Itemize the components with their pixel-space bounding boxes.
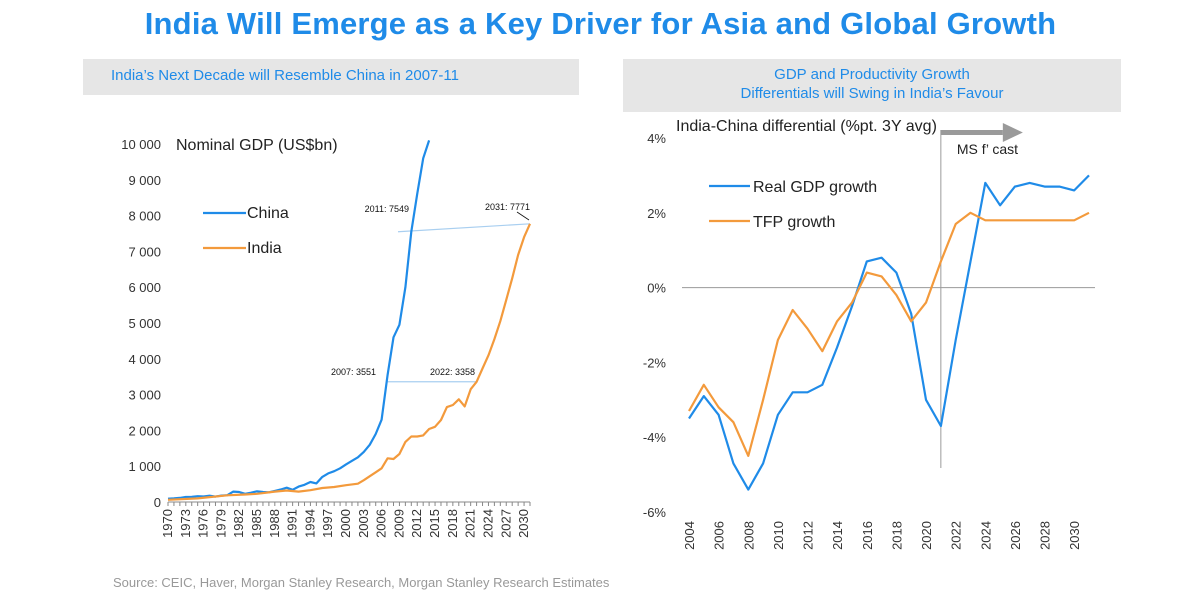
x-tick-label: 2006 — [712, 521, 727, 550]
x-tick-label: 2006 — [374, 509, 389, 538]
legend-label: TFP growth — [753, 214, 835, 231]
forecast-arrow-head-icon — [1002, 123, 1023, 142]
y-tick-label: -2% — [643, 355, 667, 370]
x-tick-label: 2012 — [409, 509, 424, 538]
series-line-tfp-growth — [688, 211, 1090, 457]
x-tick-label: 2030 — [1067, 521, 1082, 550]
y-tick-label: 7 000 — [128, 244, 161, 259]
x-tick-label: 2016 — [860, 521, 875, 550]
x-tick-label: 2018 — [445, 509, 460, 538]
y-tick-label: 8 000 — [128, 209, 161, 224]
x-tick-label: 1979 — [213, 509, 228, 538]
annotation-label: 2007: 3551 — [331, 367, 376, 377]
x-tick-label: 2014 — [830, 521, 845, 550]
left-panel-header: India’s Next Decade will Resemble China … — [83, 59, 579, 95]
y-tick-label: -6% — [643, 505, 667, 520]
x-tick-label: 1985 — [249, 509, 264, 538]
y-tick-label: 6 000 — [128, 280, 161, 295]
y-tick-label: -4% — [643, 430, 667, 445]
x-tick-label: 1997 — [320, 509, 335, 538]
y-tick-label: 2 000 — [128, 423, 161, 438]
chart-title: Nominal GDP (US$bn) — [176, 137, 338, 154]
annotation-line-upper — [397, 223, 531, 233]
x-tick-label: 2022 — [949, 521, 964, 550]
x-tick-label: 2018 — [889, 521, 904, 550]
x-tick-label: 2021 — [463, 509, 478, 538]
x-tick-label: 1970 — [160, 509, 175, 538]
annotation-label: 2031: 7771 — [485, 202, 530, 212]
x-tick-label: 1988 — [267, 509, 282, 538]
page-title: India Will Emerge as a Key Driver for As… — [144, 6, 1057, 41]
y-tick-label: 4% — [647, 131, 666, 146]
x-tick-label: 1982 — [231, 509, 246, 538]
x-tick-label: 1991 — [285, 509, 300, 538]
x-tick-label: 2015 — [427, 509, 442, 538]
chart-title: India-China differential (%pt. 3Y avg) — [676, 118, 937, 135]
x-tick-label: 2020 — [919, 521, 934, 550]
y-tick-label: 0% — [647, 281, 666, 296]
y-tick-label: 2% — [647, 206, 666, 221]
x-tick-label: 2024 — [480, 509, 495, 538]
x-tick-label: 2003 — [356, 509, 371, 538]
y-tick-label: 9 000 — [128, 173, 161, 188]
x-tick-label: 1976 — [196, 509, 211, 538]
x-tick-label: 2012 — [801, 521, 816, 550]
legend-label: Real GDP growth — [753, 179, 877, 196]
annotation-label: 2011: 7549 — [365, 204, 409, 214]
legend-label: India — [247, 240, 282, 257]
right-panel-header-line1: GDP and Productivity Growth — [774, 66, 970, 83]
left-panel-header-text: India’s Next Decade will Resemble China … — [111, 67, 459, 84]
right-panel-header-line2: Differentials will Swing in India’s Favo… — [740, 85, 1004, 102]
y-tick-label: 5 000 — [128, 316, 161, 331]
y-tick-label: 3 000 — [128, 388, 161, 403]
source-note: Source: CEIC, Haver, Morgan Stanley Rese… — [113, 575, 610, 590]
forecast-label: MS f’ cast — [957, 141, 1018, 157]
series-line-india — [167, 223, 532, 501]
x-tick-label: 2024 — [978, 521, 993, 550]
right-panel-header: GDP and Productivity Growth Differential… — [623, 59, 1121, 112]
x-tick-label: 2010 — [771, 521, 786, 550]
x-tick-label: 2028 — [1038, 521, 1053, 550]
series-line-real-gdp-growth — [688, 174, 1090, 491]
legend-label: China — [247, 205, 289, 222]
annotation-pointer — [516, 211, 530, 221]
x-tick-label: 2000 — [338, 509, 353, 538]
y-tick-label: 4 000 — [128, 352, 161, 367]
x-tick-label: 2008 — [741, 521, 756, 550]
y-tick-label: 1 000 — [128, 459, 161, 474]
x-tick-label: 2004 — [682, 521, 697, 550]
x-tick-label: 2027 — [498, 509, 513, 538]
y-tick-label: 10 000 — [121, 137, 161, 152]
annotation-label: 2022: 3358 — [430, 367, 475, 377]
x-tick-label: 2026 — [1008, 521, 1023, 550]
x-tick-label: 1973 — [178, 509, 193, 538]
x-tick-label: 1994 — [302, 509, 317, 538]
y-tick-label: 0 — [154, 495, 161, 510]
x-tick-label: 2030 — [516, 509, 531, 538]
x-tick-label: 2009 — [391, 509, 406, 538]
forecast-arrow-shaft — [940, 130, 1003, 135]
